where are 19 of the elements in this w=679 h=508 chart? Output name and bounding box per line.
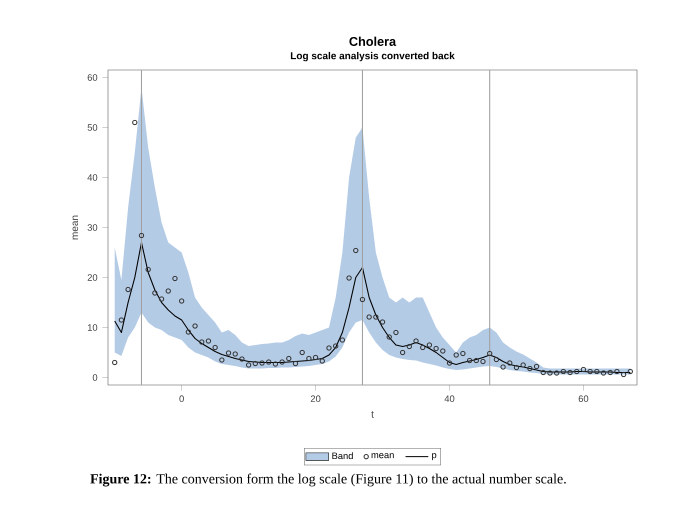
legend-label: p [432, 453, 436, 460]
x-tick-label: 60 [578, 395, 588, 402]
y-tick-label: 30 [88, 224, 98, 231]
x-axis-title: t [371, 411, 374, 418]
y-tick-label: 50 [88, 124, 98, 131]
x-tick-label: 40 [444, 395, 454, 402]
text: Figure 12: The conversion form the log scale (Figure 11) to the actual number scale. [90, 474, 566, 486]
y-tick-label: 20 [88, 274, 98, 281]
y-tick-label: 0 [92, 374, 98, 381]
y-tick-label: 40 [87, 174, 98, 181]
legend-label: mean [372, 453, 394, 458]
y-axis-title: mean [72, 216, 78, 240]
x-tick-label: 0 [179, 395, 184, 402]
chart-subtitle: Log scale analysis converted back [290, 52, 455, 62]
x-tick-label: 20 [310, 395, 320, 402]
chart-title: Cholera [349, 36, 396, 46]
y-tick-label: 10 [88, 324, 98, 331]
y-tick-label: 60 [88, 74, 98, 81]
legend-label: Band [332, 452, 353, 460]
